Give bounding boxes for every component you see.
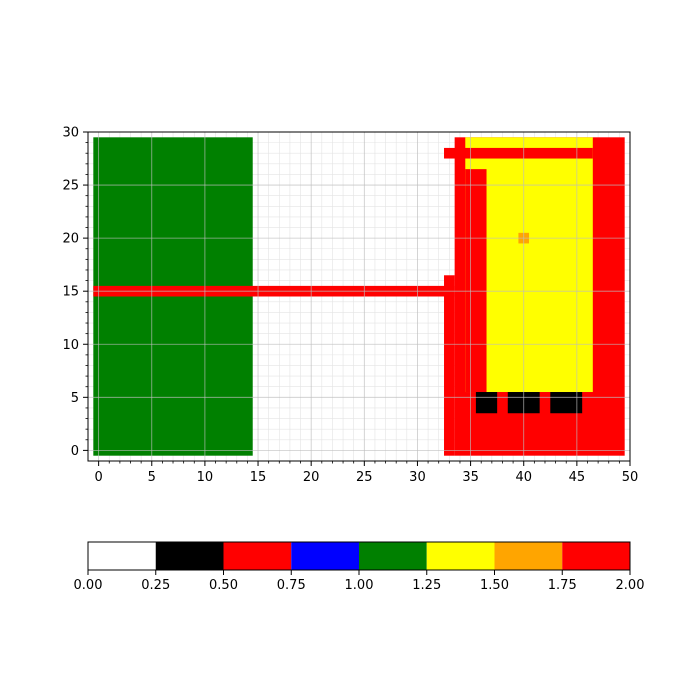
colorbar-tick-label: 1.50 <box>480 578 509 593</box>
x-tick-label: 40 <box>515 470 532 485</box>
colorbar-segment-3 <box>291 542 359 570</box>
colorbar-tick-label: 0.25 <box>141 578 170 593</box>
colorbar-segment-5 <box>426 542 495 570</box>
colorbar-segment-6 <box>494 542 563 570</box>
x-tick-label: 10 <box>197 470 214 485</box>
black-obstacle-3 <box>550 392 583 414</box>
colorbar-segment-7 <box>562 542 630 570</box>
colorbar-tick-label: 1.25 <box>412 578 441 593</box>
colorbar-segment-0 <box>88 542 156 570</box>
colorbar-tick-label: 1.00 <box>345 578 374 593</box>
red-inner-wall <box>465 169 487 393</box>
y-tick-label: 5 <box>71 391 79 406</box>
colorbar-tick-label: 0.75 <box>277 578 306 593</box>
x-tick-label: 35 <box>462 470 479 485</box>
y-tick-label: 20 <box>62 232 79 247</box>
y-axis: 0 5 10 15 20 25 30 <box>62 126 88 459</box>
colorbar-tick-label: 0.00 <box>74 578 103 593</box>
colorbar-segments <box>88 542 630 570</box>
x-tick-label: 45 <box>569 470 586 485</box>
colorbar-tick-label: 2.00 <box>616 578 645 593</box>
colorbar-tick-label: 0.50 <box>209 578 238 593</box>
x-tick-label: 0 <box>94 470 102 485</box>
colorbar-segment-2 <box>223 542 292 570</box>
y-tick-label: 0 <box>71 444 79 459</box>
colorbar-segment-4 <box>359 542 427 570</box>
red-top-wall <box>444 147 593 159</box>
y-tick-label: 30 <box>62 126 79 141</box>
colorbar-tick-label: 1.75 <box>548 578 577 593</box>
colorbar: 0.00 0.25 0.50 0.75 1.00 1.25 1.50 1.75 2.00 <box>74 541 645 593</box>
y-tick-label: 15 <box>62 285 79 300</box>
colorbar-segment-1 <box>155 542 224 570</box>
x-tick-label: 15 <box>250 470 267 485</box>
plot-frame <box>87 131 631 462</box>
x-tick-label: 5 <box>148 470 156 485</box>
x-tick-label: 20 <box>303 470 320 485</box>
red-building-notch <box>444 275 455 456</box>
x-axis: 0 5 10 15 20 25 30 35 40 45 50 <box>94 461 638 485</box>
colorbar-axis: 0.00 0.25 0.50 0.75 1.00 1.25 1.50 1.75 2.00 <box>74 570 645 593</box>
y-tick-label: 25 <box>62 179 79 194</box>
black-obstacle-1 <box>475 392 498 414</box>
x-tick-label: 30 <box>409 470 426 485</box>
y-tick-label: 10 <box>62 338 79 353</box>
x-tick-label: 50 <box>622 470 639 485</box>
heatmap-chart: 0 5 10 15 20 25 30 35 40 45 50 0 5 10 15 20 25 30 <box>62 126 638 486</box>
x-tick-label: 25 <box>356 470 373 485</box>
